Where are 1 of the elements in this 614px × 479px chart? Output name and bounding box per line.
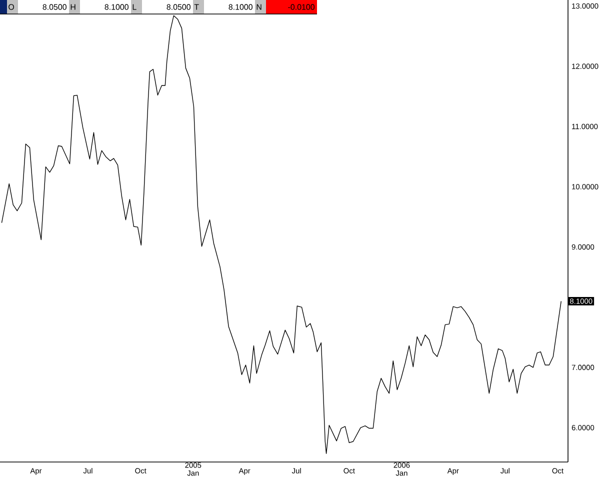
line-series xyxy=(1,15,562,454)
